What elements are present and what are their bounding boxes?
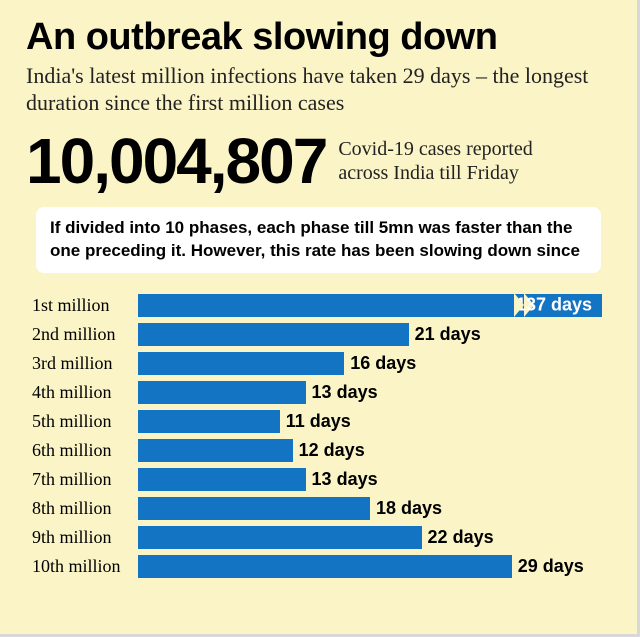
bar-row: 1st million137 days	[32, 291, 587, 320]
bar-value: 16 days	[350, 353, 416, 374]
bar-row: 3rd million 16 days	[32, 349, 587, 378]
bar-value: 29 days	[518, 556, 584, 577]
bar-wrap: 22 days	[138, 523, 587, 552]
bar	[138, 468, 306, 491]
bar-label: 5th million	[32, 411, 138, 432]
bar-label: 6th million	[32, 440, 138, 461]
bar-value: 13 days	[312, 382, 378, 403]
bar-label: 4th million	[32, 382, 138, 403]
bar-label: 7th million	[32, 469, 138, 490]
bar	[138, 323, 409, 346]
bar-wrap: 16 days	[138, 349, 587, 378]
headline: An outbreak slowing down	[26, 18, 611, 58]
bar-row: 5th million 11 days	[32, 407, 587, 436]
bar-row: 9th million 22 days	[32, 523, 587, 552]
days-per-million-chart: 1st million137 days2nd million21 days3rd…	[26, 291, 611, 581]
bar-wrap: 29 days	[138, 552, 587, 581]
bar-label: 9th million	[32, 527, 138, 548]
bar-value: 21 days	[415, 324, 481, 345]
subhead: India's latest million infections have t…	[26, 62, 611, 117]
infographic-card: An outbreak slowing down India's latest …	[0, 0, 640, 637]
bar-wrap: 137 days	[138, 291, 602, 320]
bar-wrap: 11 days	[138, 407, 587, 436]
bar-label: 1st million	[32, 295, 138, 316]
bar-wrap: 12 days	[138, 436, 587, 465]
bar-label: 2nd million	[32, 324, 138, 345]
big-number: 10,004,807	[26, 129, 326, 193]
bar-row: 6th million 12 days	[32, 436, 587, 465]
bar	[138, 381, 306, 404]
bar-row: 8th million 18 days	[32, 494, 587, 523]
bar-value: 137 days	[516, 295, 592, 316]
bar-value: 18 days	[376, 498, 442, 519]
bar	[138, 410, 280, 433]
bar-wrap: 13 days	[138, 465, 587, 494]
bar-wrap: 21 days	[138, 320, 587, 349]
bar-label: 10th million	[32, 556, 138, 577]
bar: 137 days	[138, 294, 602, 317]
bar	[138, 352, 344, 375]
big-number-caption: Covid-19 cases reported across India til…	[338, 137, 558, 185]
big-number-row: 10,004,807 Covid-19 cases reported acros…	[26, 129, 611, 193]
bar-label: 3rd million	[32, 353, 138, 374]
bar-row: 10th million 29 days	[32, 552, 587, 581]
note-box: If divided into 10 phases, each phase ti…	[36, 207, 601, 273]
bar	[138, 526, 422, 549]
bar	[138, 497, 370, 520]
bar-row: 7th million 13 days	[32, 465, 587, 494]
bar	[138, 555, 512, 578]
bar-wrap: 13 days	[138, 378, 587, 407]
bar-row: 2nd million 21 days	[32, 320, 587, 349]
bar-value: 11 days	[286, 411, 351, 432]
bar-row: 4th million 13 days	[32, 378, 587, 407]
bar-value: 13 days	[312, 469, 378, 490]
bar-label: 8th million	[32, 498, 138, 519]
bar	[138, 439, 293, 462]
bar-wrap: 18 days	[138, 494, 587, 523]
bar-value: 22 days	[428, 527, 494, 548]
bar-value: 12 days	[299, 440, 365, 461]
